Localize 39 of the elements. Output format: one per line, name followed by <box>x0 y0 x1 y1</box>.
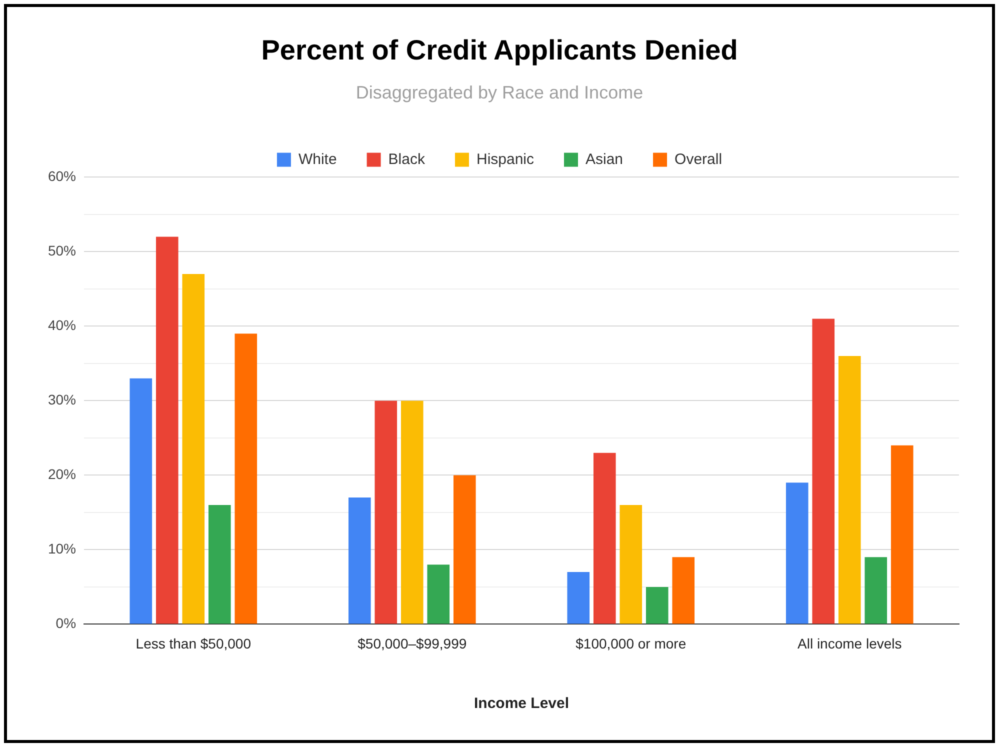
bar <box>593 452 616 624</box>
bar <box>208 505 231 624</box>
bar <box>812 318 835 624</box>
x-tick-label: Less than $50,000 <box>136 635 252 652</box>
bar <box>400 400 424 624</box>
bar <box>374 400 398 624</box>
bar <box>453 475 476 624</box>
bar <box>234 334 258 624</box>
bar <box>864 557 888 624</box>
y-tick-label: 50% <box>48 242 76 259</box>
legend-label: Overall <box>674 150 722 168</box>
chart-title: Percent of Credit Applicants Denied <box>261 34 738 66</box>
bar <box>646 586 668 624</box>
chart-subtitle: Disaggregated by Race and Income <box>356 82 644 102</box>
bar <box>156 236 178 624</box>
x-tick-label: All income levels <box>797 635 902 652</box>
bar <box>838 356 861 624</box>
x-tick-label: $50,000–$99,999 <box>358 635 467 652</box>
x-tick-label: $100,000 or more <box>576 635 686 652</box>
bar <box>786 482 808 624</box>
bar <box>427 564 450 624</box>
bar <box>672 557 695 624</box>
legend-label: Hispanic <box>476 150 535 168</box>
bar <box>130 378 152 624</box>
bar <box>348 498 371 624</box>
legend-label: White <box>298 150 337 168</box>
x-axis-title: Income Level <box>474 695 570 712</box>
y-tick-label: 40% <box>48 317 76 334</box>
bar <box>567 572 590 624</box>
y-tick-label: 10% <box>48 540 76 557</box>
legend-label: Asian <box>586 150 624 168</box>
legend-label: Black <box>388 150 426 168</box>
bar <box>890 445 914 624</box>
y-tick-label: 20% <box>48 466 76 482</box>
y-tick-label: 60% <box>48 168 76 184</box>
y-tick-label: 30% <box>48 392 76 408</box>
y-tick-label: 0% <box>56 615 76 632</box>
bar <box>182 274 205 624</box>
bar <box>620 505 642 624</box>
